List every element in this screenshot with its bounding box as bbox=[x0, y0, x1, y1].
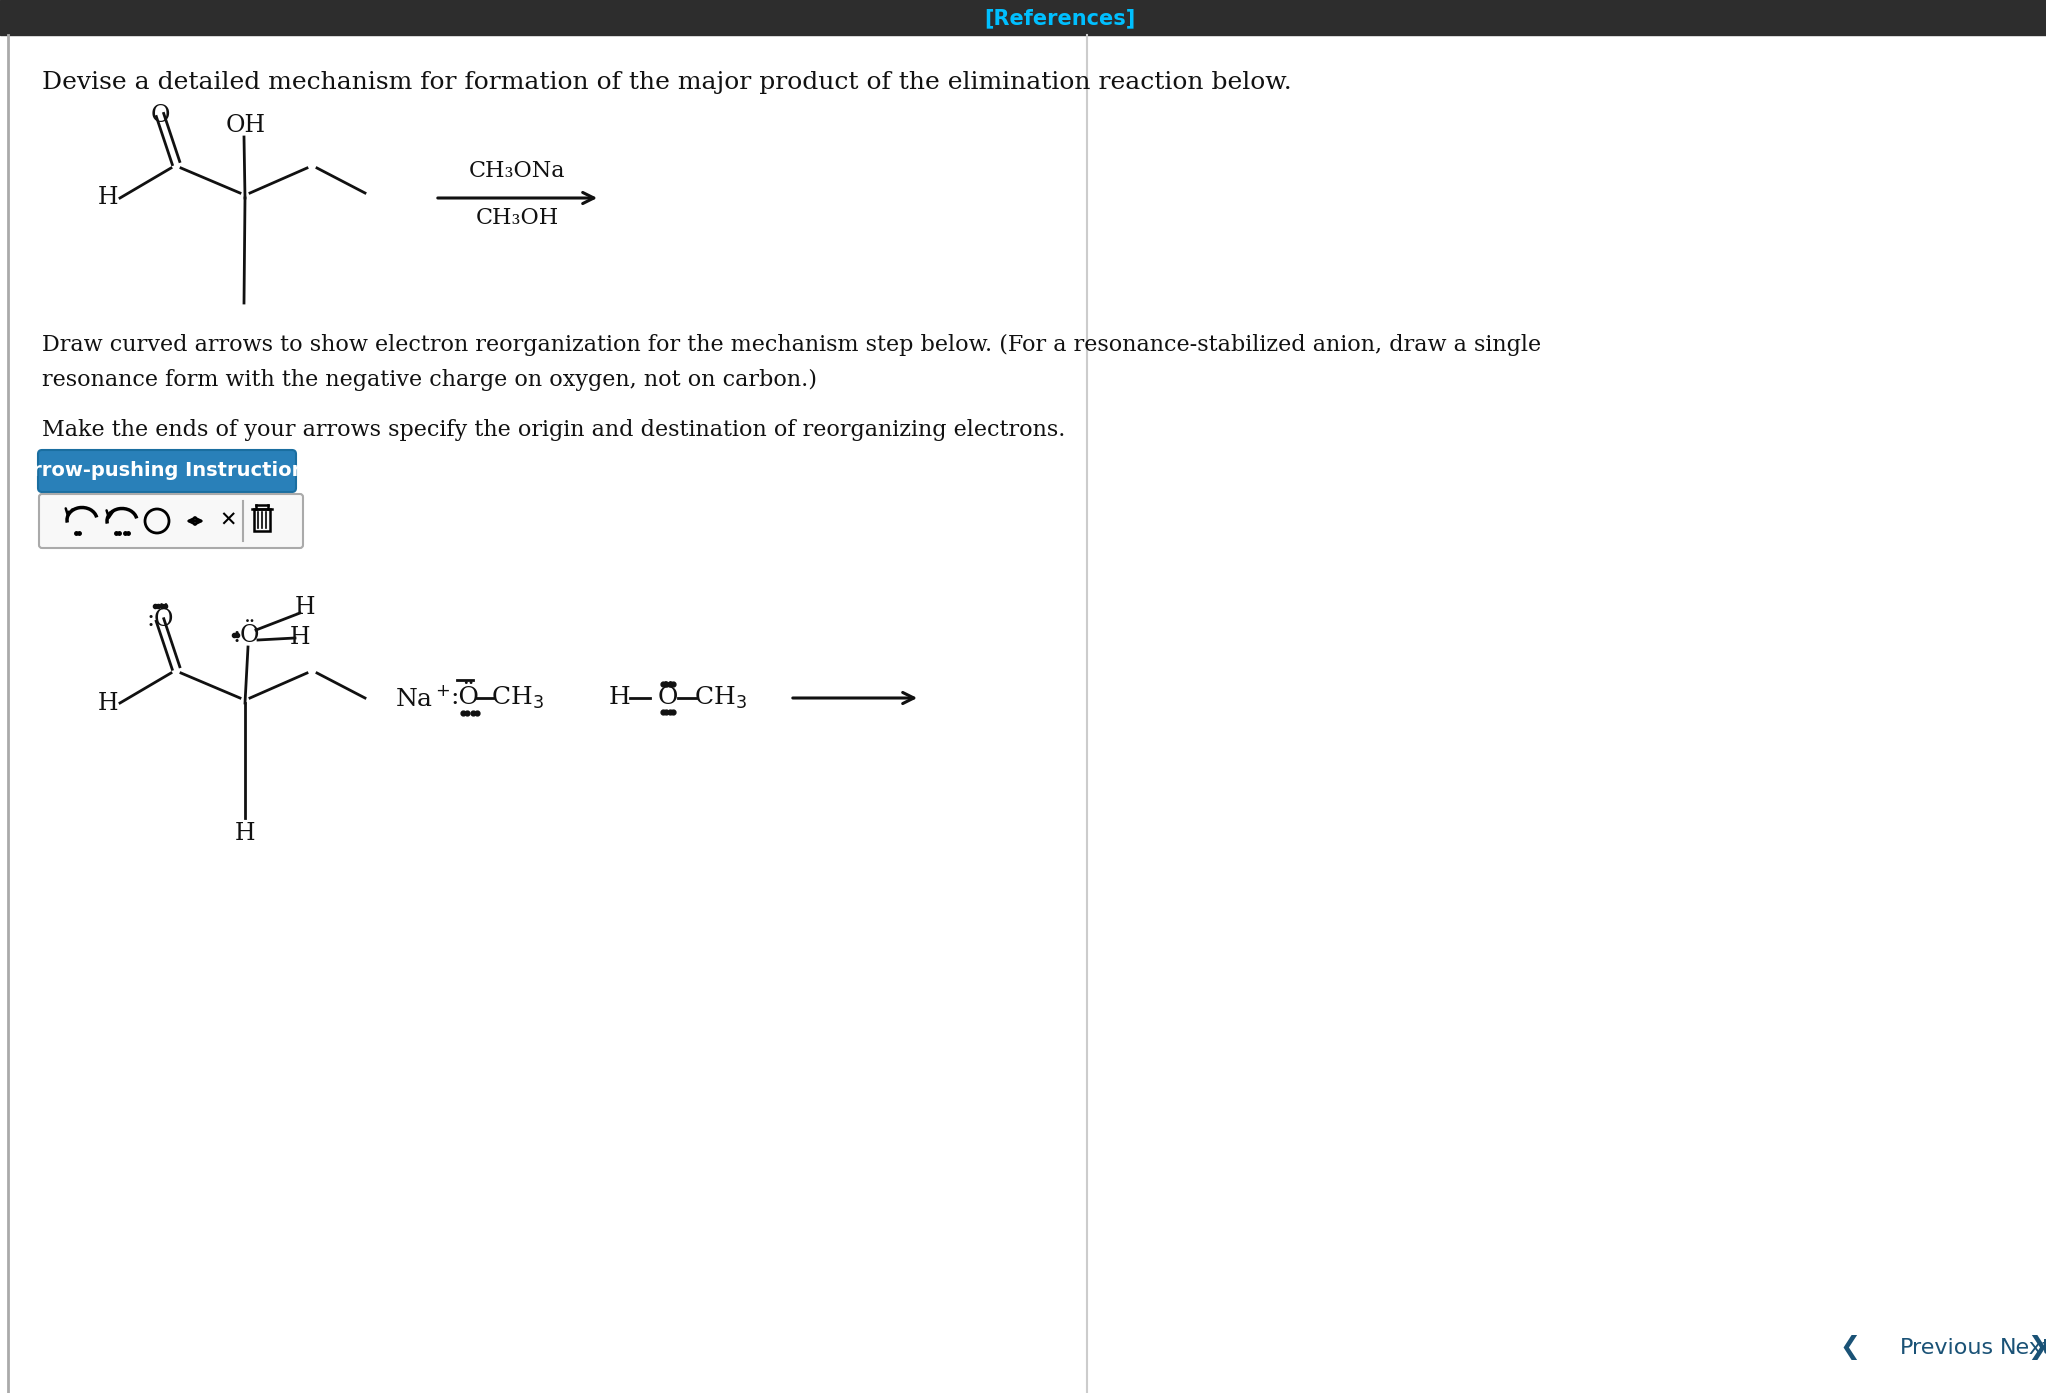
Text: CH$_3$: CH$_3$ bbox=[491, 685, 544, 710]
Text: OH: OH bbox=[225, 113, 266, 137]
Text: ✕: ✕ bbox=[219, 511, 237, 531]
Text: CH₃OH: CH₃OH bbox=[475, 208, 559, 228]
Text: O: O bbox=[149, 103, 170, 127]
Bar bbox=[0, 0, 2046, 35]
Text: :Ö: :Ö bbox=[450, 687, 479, 709]
Text: H: H bbox=[295, 596, 315, 620]
Text: :Ö: :Ö bbox=[145, 609, 174, 631]
FancyBboxPatch shape bbox=[39, 495, 303, 547]
Text: Devise a detailed mechanism for formation of the major product of the eliminatio: Devise a detailed mechanism for formatio… bbox=[43, 71, 1291, 95]
Text: :Ö: :Ö bbox=[233, 624, 260, 646]
Text: H: H bbox=[610, 687, 630, 709]
Text: H: H bbox=[98, 187, 119, 209]
Text: ❮: ❮ bbox=[1839, 1336, 1860, 1361]
Text: ❯: ❯ bbox=[2028, 1336, 2046, 1361]
Text: H: H bbox=[291, 627, 311, 649]
Text: resonance form with the negative charge on oxygen, not on carbon.): resonance form with the negative charge … bbox=[43, 369, 816, 391]
Text: Arrow-pushing Instructions: Arrow-pushing Instructions bbox=[16, 461, 317, 481]
Text: H: H bbox=[235, 822, 256, 844]
Text: Draw curved arrows to show electron reorganization for the mechanism step below.: Draw curved arrows to show electron reor… bbox=[43, 334, 1541, 357]
Text: Ö: Ö bbox=[659, 687, 677, 709]
Text: H: H bbox=[98, 691, 119, 715]
Text: CH$_3$: CH$_3$ bbox=[694, 685, 747, 710]
Text: Make the ends of your arrows specify the origin and destination of reorganizing : Make the ends of your arrows specify the… bbox=[43, 419, 1066, 442]
Bar bbox=[254, 508, 270, 531]
Text: Na$^+$: Na$^+$ bbox=[395, 685, 450, 710]
FancyBboxPatch shape bbox=[39, 450, 297, 492]
Text: Next: Next bbox=[2001, 1339, 2046, 1358]
Text: [References]: [References] bbox=[984, 8, 1136, 28]
Text: Previous: Previous bbox=[1901, 1339, 1995, 1358]
Text: CH₃ONa: CH₃ONa bbox=[469, 160, 565, 182]
